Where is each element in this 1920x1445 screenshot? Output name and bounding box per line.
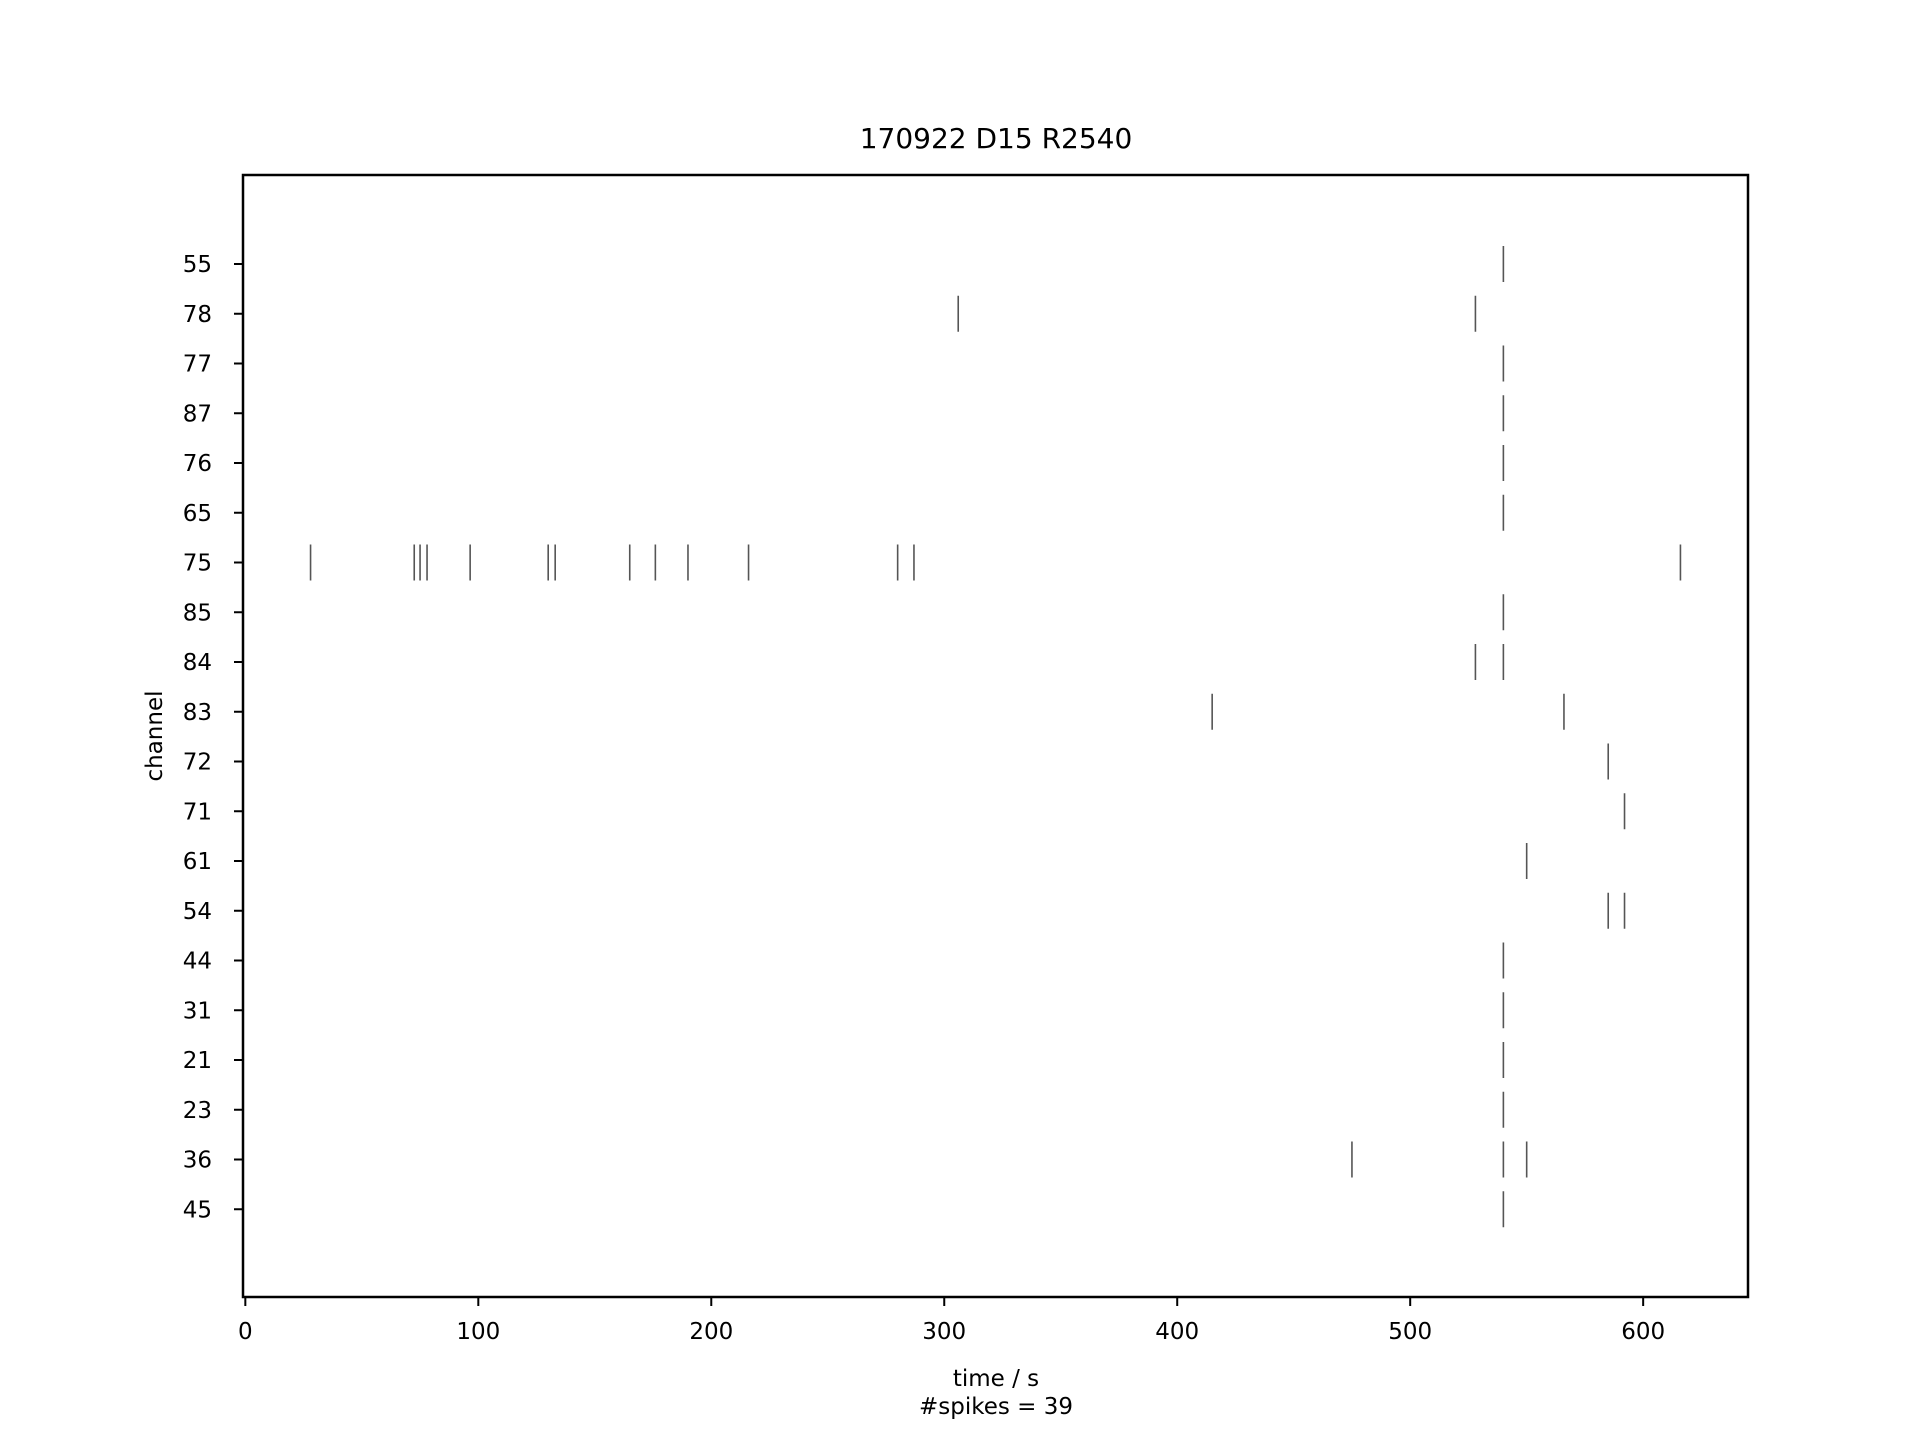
- spike-count-label: #spikes = 39: [919, 1394, 1073, 1420]
- channel-label: 85: [183, 600, 212, 626]
- chart-title: 170922 D15 R2540: [860, 122, 1133, 155]
- channel-label: 54: [183, 899, 212, 925]
- x-tick-label: 100: [456, 1319, 500, 1345]
- channel-label: 44: [183, 949, 212, 975]
- channel-label: 31: [183, 998, 212, 1024]
- channel-label: 23: [183, 1098, 212, 1124]
- channel-label: 77: [183, 352, 212, 378]
- channel-label: 83: [183, 700, 212, 726]
- channel-label: 87: [183, 401, 212, 427]
- channel-label: 55: [183, 252, 212, 278]
- x-tick-label: 0: [238, 1319, 253, 1345]
- x-axis-label: time / s: [953, 1366, 1039, 1392]
- channel-label: 45: [183, 1197, 212, 1223]
- channel-label: 71: [183, 799, 212, 825]
- channel-label: 76: [183, 451, 212, 477]
- x-tick-label: 500: [1388, 1319, 1432, 1345]
- plot-frame: [241, 173, 1750, 1299]
- channel-label: 36: [183, 1148, 212, 1174]
- x-tick-label: 200: [689, 1319, 733, 1345]
- y-axis-label: channel: [142, 690, 168, 781]
- spikes-layer: [309, 246, 1682, 1228]
- ticks-layer: 0 100 200 300 400 500 600 55 78 77 87 76 65 75 85 84 83 7…: [183, 252, 1665, 1345]
- channel-label: 21: [183, 1048, 212, 1074]
- x-tick-label: 300: [922, 1319, 966, 1345]
- x-tick-label: 600: [1621, 1319, 1665, 1345]
- channel-label: 61: [183, 849, 212, 875]
- channel-label: 65: [183, 501, 212, 527]
- channel-label: 72: [183, 750, 212, 776]
- channel-label: 75: [183, 551, 212, 577]
- channel-label: 84: [183, 650, 212, 676]
- x-tick-label: 400: [1155, 1319, 1199, 1345]
- channel-label: 78: [183, 302, 212, 328]
